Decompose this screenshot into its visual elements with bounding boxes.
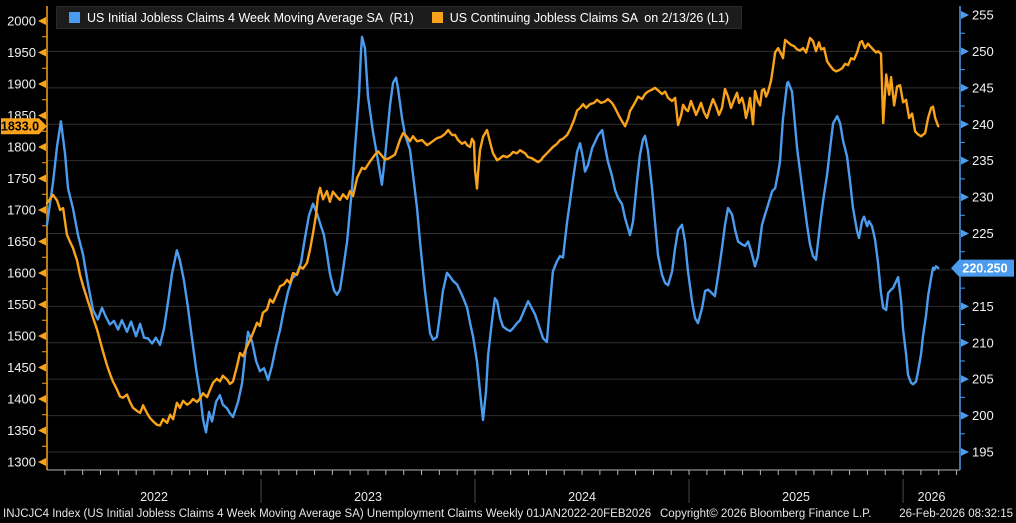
left-axis-tick-arrow-icon xyxy=(38,300,46,309)
right-axis-tick-label: 205 xyxy=(972,372,994,387)
series-line-initial-claims xyxy=(45,35,940,434)
x-axis-year-label: 2024 xyxy=(568,490,596,504)
status-bar: INJCJC4 Index (US Initial Jobless Claims… xyxy=(0,505,1016,523)
series-line-continuing-claims xyxy=(45,36,940,427)
left-axis-tick-label: 1550 xyxy=(7,297,36,312)
left-axis-tick-label: 1500 xyxy=(7,329,36,344)
right-axis-tick-arrow-icon xyxy=(961,156,969,165)
right-axis-tick-label: 215 xyxy=(972,299,994,314)
right-axis-tick-arrow-icon xyxy=(961,120,969,129)
right-axis-tick-arrow-icon xyxy=(961,448,969,456)
left-axis-tick-arrow-icon xyxy=(38,174,46,183)
right-axis-tick-arrow-icon xyxy=(961,47,969,56)
chart-legend: US Initial Jobless Claims 4 Week Moving … xyxy=(56,6,743,29)
right-axis-tick-label: 250 xyxy=(972,44,994,59)
left-axis-tick-arrow-icon xyxy=(38,237,46,246)
left-axis-tick-label: 1700 xyxy=(7,203,36,218)
legend-label-continuing-claims: US Continuing Jobless Claims SA on 2/13/… xyxy=(449,10,730,25)
left-axis-tick-arrow-icon xyxy=(38,458,46,466)
footer-timestamp: 26-Feb-2026 08:32:15 xyxy=(899,508,1013,520)
right-axis-tick-arrow-icon xyxy=(961,411,969,420)
left-axis-tick-arrow-icon xyxy=(38,426,46,435)
legend-swatch-initial-claims-icon xyxy=(69,12,80,23)
right-axis-tick-label: 230 xyxy=(972,190,994,205)
x-axis-year-label: 2026 xyxy=(918,490,946,504)
legend-label-initial-claims: US Initial Jobless Claims 4 Week Moving … xyxy=(87,10,414,25)
left-axis-tick-label: 1900 xyxy=(7,77,36,92)
right-axis-tick-arrow-icon xyxy=(961,193,969,202)
left-axis-tick-label: 1950 xyxy=(7,45,36,60)
right-axis-tick-arrow-icon xyxy=(961,375,969,384)
left-axis-tick-label: 1300 xyxy=(7,455,36,470)
right-axis-tick-arrow-icon xyxy=(961,11,969,19)
right-axis-tick-arrow-icon xyxy=(961,229,969,238)
left-axis-tick-arrow-icon xyxy=(38,143,46,151)
left-axis-tick-arrow-icon xyxy=(38,206,46,214)
left-axis-tick-arrow-icon xyxy=(38,80,46,88)
legend-item-continuing-claims[interactable]: US Continuing Jobless Claims SA on 2/13/… xyxy=(431,10,730,25)
right-axis-tick-label: 255 xyxy=(972,8,994,23)
left-axis-tick-label: 1800 xyxy=(7,140,36,155)
left-axis-tick-arrow-icon xyxy=(38,395,46,403)
left-axis-tick-label: 1400 xyxy=(7,392,36,407)
x-axis-year-label: 2023 xyxy=(354,490,382,504)
left-axis-tick-arrow-icon xyxy=(38,269,46,277)
left-last-value-text: 1833.0 xyxy=(1,120,39,134)
left-axis-tick-arrow-icon xyxy=(38,111,46,120)
right-last-value-text: 220.250 xyxy=(962,262,1007,276)
right-axis-tick-label: 225 xyxy=(972,226,994,241)
right-last-value-tag xyxy=(951,259,1014,277)
right-axis-tick-label: 240 xyxy=(972,117,994,132)
left-axis-tick-label: 1600 xyxy=(7,266,36,281)
left-last-value-tag xyxy=(1,118,47,135)
right-axis-tick-label: 245 xyxy=(972,80,994,95)
x-axis-year-label: 2025 xyxy=(782,490,810,504)
right-axis-tick-arrow-icon xyxy=(961,338,969,347)
left-axis-tick-arrow-icon xyxy=(38,48,46,57)
right-axis-tick-arrow-icon xyxy=(961,83,969,92)
left-axis-tick-arrow-icon xyxy=(38,17,46,25)
right-axis-tick-label: 195 xyxy=(972,445,994,460)
legend-swatch-continuing-claims-icon xyxy=(431,12,443,23)
left-axis-tick-label: 1450 xyxy=(7,360,36,375)
right-axis-tick-arrow-icon xyxy=(961,302,969,311)
left-axis-tick-label: 1350 xyxy=(7,423,36,438)
right-axis-tick-label: 210 xyxy=(972,335,994,350)
legend-item-initial-claims[interactable]: US Initial Jobless Claims 4 Week Moving … xyxy=(69,11,414,25)
left-axis-tick-label: 1650 xyxy=(7,234,36,249)
left-axis-tick-arrow-icon xyxy=(38,363,46,372)
right-axis-tick-label: 235 xyxy=(972,153,994,168)
right-axis-tick-label: 200 xyxy=(972,408,994,423)
left-axis-tick-label: 2000 xyxy=(7,14,36,29)
left-axis-tick-arrow-icon xyxy=(38,332,46,340)
footer-description: INJCJC4 Index (US Initial Jobless Claims… xyxy=(3,508,652,520)
footer-copyright: Copyright© 2026 Bloomberg Finance L.P. xyxy=(660,508,872,520)
left-axis-tick-label: 1750 xyxy=(7,171,36,186)
x-axis-year-label: 2022 xyxy=(140,490,168,504)
